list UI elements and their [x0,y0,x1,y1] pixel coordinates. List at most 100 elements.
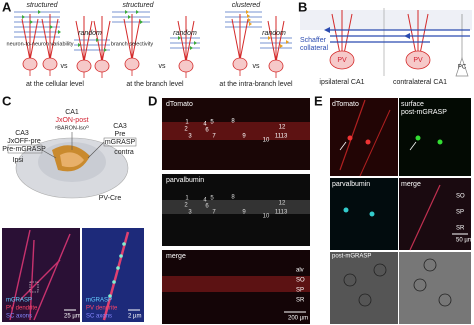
stroke [177,20,187,63]
image-label: dTomato [332,101,359,108]
soma [22,57,38,71]
cell-label: PV [337,57,347,64]
scale-label: 25 µm [64,314,81,320]
cell-number: 4 [203,198,207,204]
vesicle [343,273,357,287]
synapse [248,18,251,22]
stroke [21,18,31,61]
scale-label: 2 µm [128,314,141,320]
vesicle [423,258,437,272]
cell-number: 13 [281,210,288,216]
legend: mGRASP [6,298,32,304]
cell-label: PC [458,65,467,71]
cell [343,207,349,213]
arrow [404,33,410,39]
layer-label: SO [456,194,465,200]
arrow [324,27,330,33]
cell-number: 8 [231,119,235,125]
stroke [75,20,85,63]
label: mGRASP [105,139,136,146]
image-label: post-mGRASP [401,109,447,116]
cell-number: 3 [188,134,192,140]
synapse [136,10,139,14]
legend: SC axons [86,314,112,320]
cell-number: 10 [263,214,270,220]
label: CA3 [113,123,127,130]
cell-label: PV [413,57,423,64]
stroke [29,18,39,61]
layer-label: SR [456,226,465,232]
stroke [409,184,441,251]
cell-number: 6 [205,128,209,134]
synapse [125,10,128,14]
cell [365,139,371,145]
hippocampus [60,152,84,168]
image-label: merge [166,253,186,260]
label: structured [122,2,154,9]
synapse [190,46,193,50]
layer-label: SO [296,278,305,284]
stroke [9,229,31,321]
legend: PV dendrite [6,306,38,312]
panel-label: B [298,0,307,14]
vs: vs [253,63,261,70]
cell-number: 5 [210,120,214,126]
legend: mGRASP [86,298,112,304]
puncta [112,280,116,284]
stroke [93,20,103,63]
stroke [41,18,51,61]
stroke [409,141,417,151]
vesicle [438,293,452,307]
pc-cell [455,56,469,77]
cell-number: 11 [275,210,282,216]
cell-number: 5 [210,196,214,202]
label: CA1 [65,109,79,116]
tag [7,144,43,154]
synapse [78,43,81,47]
stroke [359,109,391,177]
label: Schaffer [300,37,327,44]
panel-label: D [148,93,157,108]
inset-box [29,281,39,293]
label: random [262,30,286,37]
image [399,252,471,324]
image [2,228,80,322]
stroke [339,99,366,171]
cell-number: 7 [212,210,216,216]
soma [329,50,355,70]
layer-label: SR [296,298,305,304]
label: contra [114,149,134,156]
cell-number: 1 [185,120,189,126]
synapse [247,14,250,18]
label: CA3 [15,130,29,137]
stroke [131,18,141,61]
caption: contralateral CA1 [393,79,447,86]
label: random [78,30,102,37]
label: Ipsi [13,157,24,164]
layer-label: SP [296,288,304,294]
label: PV-Cre [99,195,122,202]
label: random [173,30,197,37]
region [384,10,472,30]
label: JxON-post [55,117,88,124]
cell-layer [162,200,310,214]
puncta [119,254,123,258]
cell-number: 9 [242,134,246,140]
stroke [123,18,133,61]
panel-label: A [2,0,12,14]
vesicle [373,263,387,277]
vs: vs [159,63,167,70]
soma [405,50,431,70]
stroke [49,18,59,61]
soma [42,57,58,71]
caption: at the intra-branch level [219,81,293,88]
stroke [83,20,93,63]
image-label: parvalbumin [332,181,370,188]
synapse [22,15,25,19]
caption: at the branch level [126,81,184,88]
image-label: merge [401,181,421,188]
scale-label: 200 µm [288,316,308,322]
soma [178,59,194,73]
image-label: parvalbumin [166,177,204,184]
